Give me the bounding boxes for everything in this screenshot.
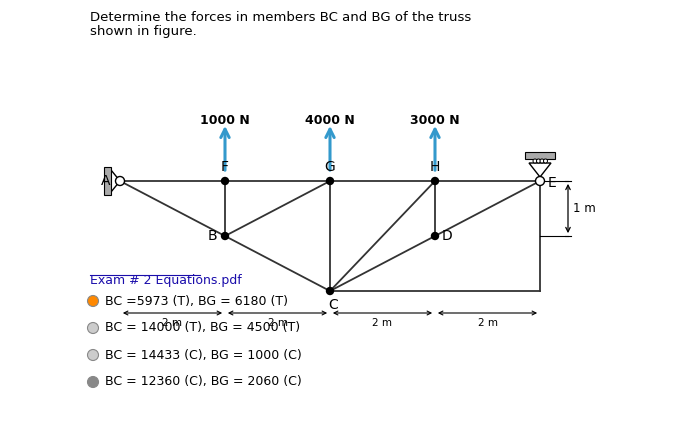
Circle shape xyxy=(88,322,99,334)
Text: 2 m: 2 m xyxy=(372,318,393,328)
Text: BC = 14433 (C), BG = 1000 (C): BC = 14433 (C), BG = 1000 (C) xyxy=(105,348,302,362)
Circle shape xyxy=(221,178,228,185)
Text: H: H xyxy=(430,160,440,174)
Text: shown in figure.: shown in figure. xyxy=(90,25,197,38)
Text: B: B xyxy=(207,229,217,243)
Text: 2 m: 2 m xyxy=(477,318,498,328)
Text: A: A xyxy=(102,174,111,188)
Text: 1000 N: 1000 N xyxy=(200,114,250,127)
Circle shape xyxy=(536,177,545,186)
Circle shape xyxy=(533,159,537,163)
Text: Determine the forces in members BC and BG of the truss: Determine the forces in members BC and B… xyxy=(90,11,471,24)
Circle shape xyxy=(88,376,99,388)
Circle shape xyxy=(536,159,540,163)
Circle shape xyxy=(88,350,99,360)
Bar xyxy=(525,152,555,159)
Text: BC =5973 (T), BG = 6180 (T): BC =5973 (T), BG = 6180 (T) xyxy=(105,294,288,307)
Text: 1 m: 1 m xyxy=(573,202,596,215)
Circle shape xyxy=(431,232,438,240)
Polygon shape xyxy=(529,163,551,177)
Text: E: E xyxy=(547,176,556,190)
Circle shape xyxy=(540,159,544,163)
Text: BC = 14000 (T), BG = 4500 (T): BC = 14000 (T), BG = 4500 (T) xyxy=(105,322,300,334)
Circle shape xyxy=(88,296,99,306)
Text: 3000 N: 3000 N xyxy=(410,114,460,127)
Text: F: F xyxy=(221,160,229,174)
Circle shape xyxy=(221,232,228,240)
Text: 2 m: 2 m xyxy=(162,318,183,328)
Circle shape xyxy=(326,178,333,185)
Text: C: C xyxy=(328,298,338,312)
Text: 4000 N: 4000 N xyxy=(305,114,355,127)
Text: D: D xyxy=(442,229,452,243)
Text: Exam # 2 Equations.pdf: Exam # 2 Equations.pdf xyxy=(90,274,242,287)
Circle shape xyxy=(543,159,547,163)
Circle shape xyxy=(326,288,333,294)
Text: G: G xyxy=(325,160,335,174)
Circle shape xyxy=(116,177,125,186)
Text: 2 m: 2 m xyxy=(267,318,288,328)
Polygon shape xyxy=(111,170,120,192)
Circle shape xyxy=(431,178,438,185)
Bar xyxy=(104,167,111,195)
Text: BC = 12360 (C), BG = 2060 (C): BC = 12360 (C), BG = 2060 (C) xyxy=(105,376,302,388)
